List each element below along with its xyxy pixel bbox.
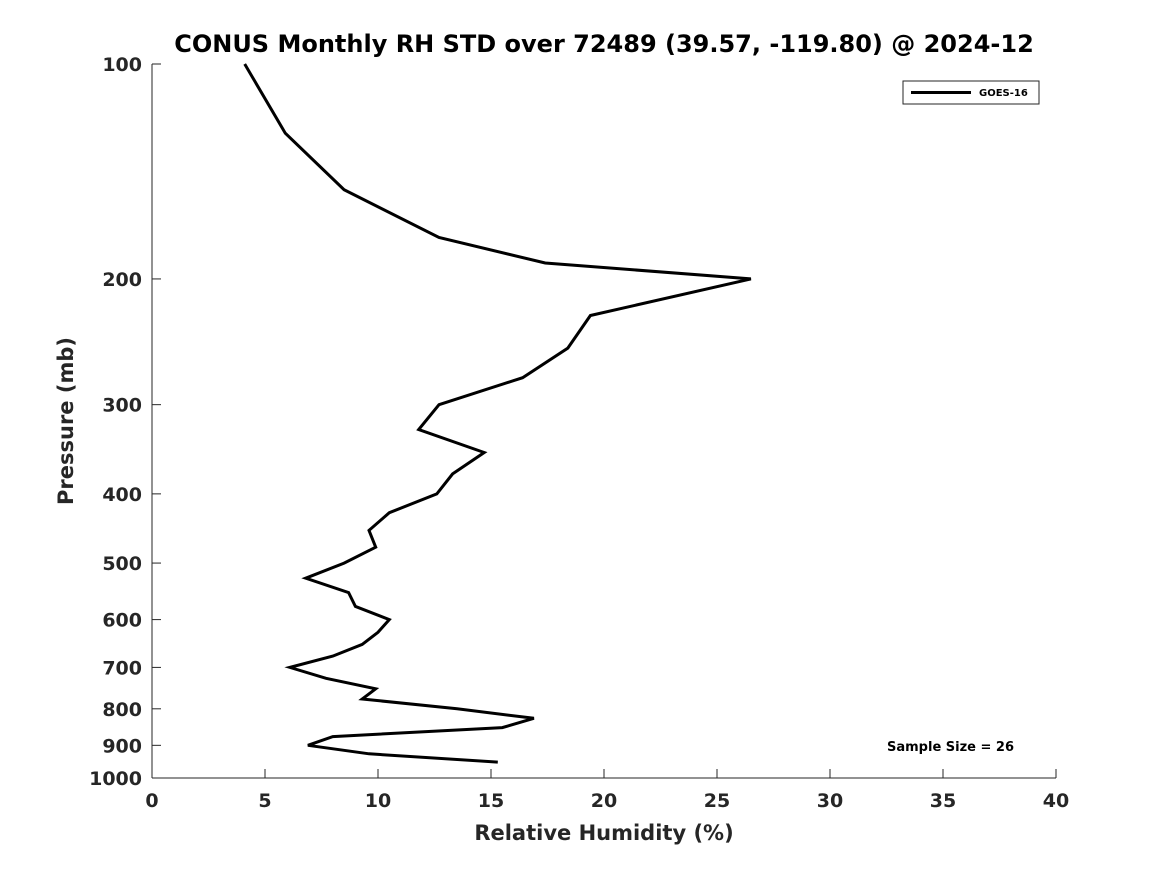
x-tick-label: 20 bbox=[591, 790, 617, 812]
x-tick-label: 30 bbox=[817, 790, 843, 812]
y-tick-label: 200 bbox=[102, 269, 142, 291]
y-axis-ticks: 100 200 300 400 500 600 700 800 900 1000 bbox=[89, 54, 161, 790]
series-line-goes-16 bbox=[243, 63, 752, 764]
legend: GOES-16 bbox=[902, 80, 1040, 105]
y-tick-label: 600 bbox=[102, 610, 142, 632]
y-tick-label: 100 bbox=[102, 54, 142, 76]
y-tick-label: 900 bbox=[102, 735, 142, 757]
y-axis-label: Pressure (mb) bbox=[54, 337, 78, 505]
x-tick-label: 35 bbox=[930, 790, 956, 812]
y-tick-label: 1000 bbox=[89, 768, 142, 790]
x-tick-label: 25 bbox=[704, 790, 730, 812]
sample-size-annotation: Sample Size = 26 bbox=[887, 740, 1014, 755]
x-tick-label: 10 bbox=[365, 790, 391, 812]
x-tick-label: 15 bbox=[478, 790, 504, 812]
legend-entry-goes-16: GOES-16 bbox=[979, 88, 1028, 99]
y-tick-label: 800 bbox=[102, 699, 142, 721]
y-tick-label: 700 bbox=[102, 657, 142, 679]
x-axis-label: Relative Humidity (%) bbox=[474, 821, 733, 845]
x-tick-label: 5 bbox=[258, 790, 271, 812]
x-tick-label: 40 bbox=[1043, 790, 1069, 812]
y-tick-label: 300 bbox=[102, 395, 142, 417]
y-tick-label: 500 bbox=[102, 553, 142, 575]
y-tick-label: 400 bbox=[102, 484, 142, 506]
x-axis-ticks: 0 5 10 15 20 25 30 35 40 bbox=[145, 769, 1069, 812]
x-tick-label: 0 bbox=[145, 790, 158, 812]
chart-title: CONUS Monthly RH STD over 72489 (39.57, … bbox=[174, 30, 1034, 58]
